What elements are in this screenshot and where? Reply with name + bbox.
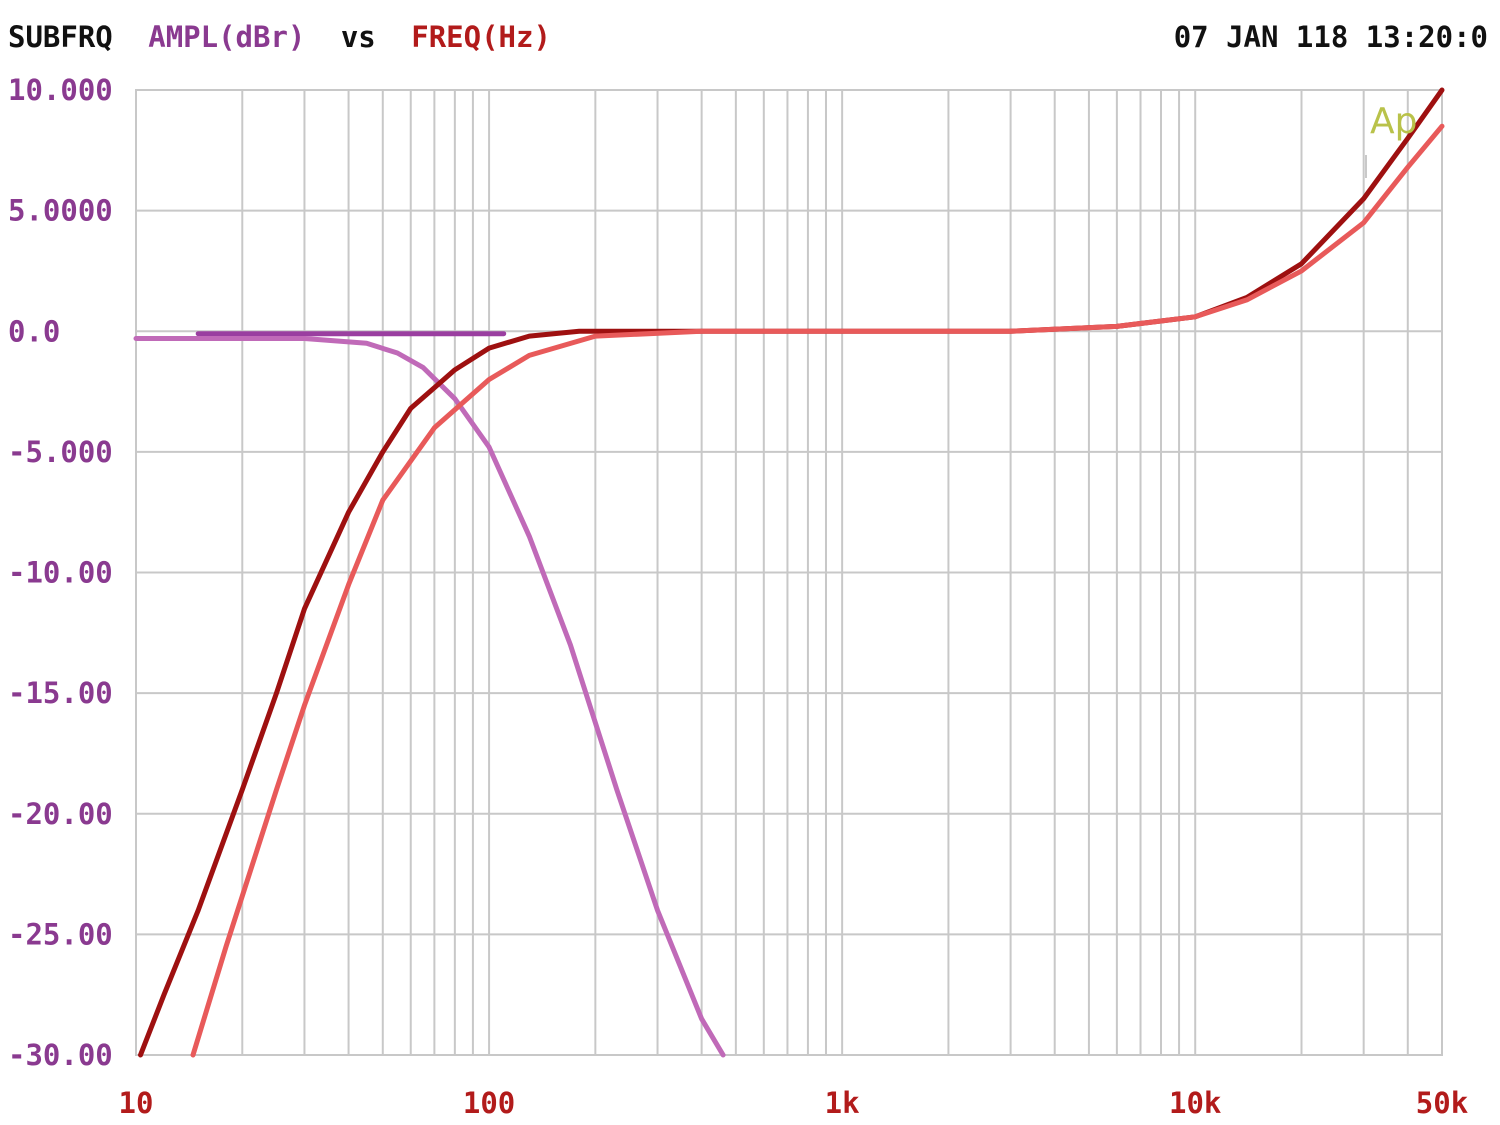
x-tick-label: 10 [119,1086,154,1120]
series-line-4 [190,123,1445,1058]
vs-label: vs [341,20,376,54]
chart-header: SUBFRQ AMPL(dBr) vs FREQ(Hz) [8,20,551,54]
x-quantity-label: FREQ(Hz) [411,20,551,54]
y-tick-label: 10.000 [8,73,113,107]
y-quantity-label: AMPL(dBr) [148,20,305,54]
sweep-name: SUBFRQ [8,20,113,54]
x-tick-label: 1k [825,1086,860,1120]
y-tick-label: 0.0 [8,314,60,348]
audio-precision-watermark: Ap [1370,101,1417,142]
y-tick-label: -15.00 [8,676,113,710]
series-line-3 [138,87,1445,1058]
series-layer [133,87,1445,1058]
y-tick-label: -20.00 [8,797,113,831]
y-tick-label: -5.000 [8,435,113,469]
y-tick-label: 5.0000 [8,194,113,228]
timestamp: 07 JAN 118 13:20:0 [1174,20,1488,54]
series-line-2 [133,336,726,1058]
y-tick-label: -25.00 [8,917,113,951]
x-tick-label: 10k [1169,1086,1221,1120]
y-tick-label: -30.00 [8,1038,113,1072]
y-tick-label: -10.00 [8,556,113,590]
x-tick-label: 100 [463,1086,515,1120]
y-tick-labels: 10.000 5.0000 0.0 -5.000 -10.00 -15.00 -20.00 -… [8,73,113,1072]
x-tick-labels: 10 100 1k 10k 50k [119,1086,1469,1120]
plot-grid [135,89,1443,1056]
x-tick-label: 50k [1416,1086,1468,1120]
